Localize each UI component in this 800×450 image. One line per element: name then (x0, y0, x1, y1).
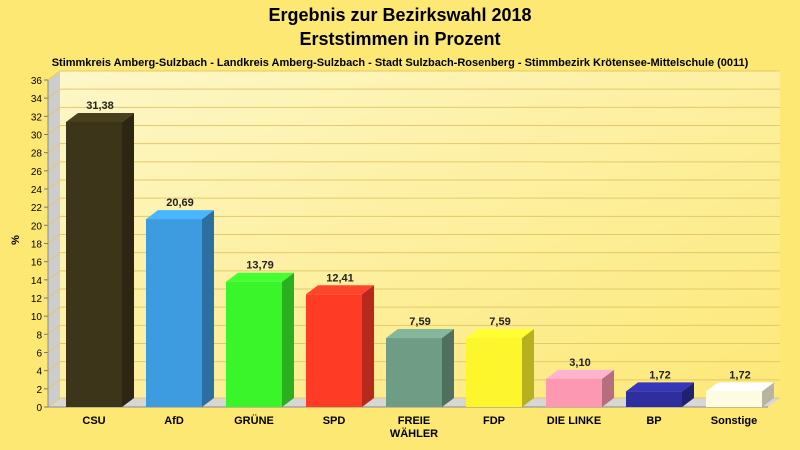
bar-sonstige (706, 391, 762, 407)
x-tick-label-freie-wähler: FREIE (398, 415, 430, 427)
y-tick-label: 0 (36, 403, 42, 414)
gridline (47, 215, 780, 226)
gridline (47, 324, 780, 335)
bar-grüne (226, 281, 282, 407)
y-tick-label: 4 (36, 367, 42, 378)
chart-title: Ergebnis zur Bezirkswahl 2018 (268, 5, 531, 25)
y-tick-label: 2 (36, 385, 42, 396)
bar-side-fdp (522, 329, 534, 407)
y-tick-label: 16 (31, 258, 43, 269)
bar-side-bp (682, 382, 694, 407)
bar-top-sonstige (706, 382, 774, 392)
x-tick-label-spd: SPD (323, 415, 346, 427)
bar-side-sonstige (762, 382, 774, 407)
bar-csu (66, 121, 122, 407)
value-label-csu: 31,38 (86, 100, 114, 112)
y-tick-label: 34 (31, 94, 43, 105)
y-tick-label: 24 (31, 185, 43, 196)
value-label-spd: 12,41 (326, 272, 354, 284)
gridline (47, 88, 780, 99)
y-tick-label: 8 (36, 330, 42, 341)
x-tick-label-afd: AfD (164, 415, 184, 427)
y-tick-label: 18 (31, 240, 43, 251)
x-tick-label-die-linke: DIE LINKE (547, 415, 601, 427)
bar-top-die-linke (546, 369, 614, 379)
bar-top-bp (626, 382, 694, 392)
gridline (47, 125, 780, 135)
value-label-die-linke: 3,10 (569, 357, 590, 369)
bar-top-fdp (466, 329, 534, 339)
y-tick-label: 10 (31, 312, 43, 323)
value-label-bp: 1,72 (649, 369, 670, 381)
gridline (47, 234, 780, 244)
y-tick-label: 26 (31, 167, 43, 178)
value-label-sonstige: 1,72 (729, 369, 750, 381)
bar-afd (146, 219, 202, 407)
bar-fdp (466, 338, 522, 407)
gridline (47, 343, 780, 353)
gridline (47, 70, 780, 81)
bar-side-spd (362, 285, 374, 407)
y-tick-label: 32 (31, 112, 43, 123)
bar-top-grüne (226, 272, 294, 282)
chart-caption: Stimmkreis Amberg-Sulzbach - Landkreis A… (52, 57, 749, 69)
x-tick-label-fdp: FDP (483, 415, 505, 427)
gridline (47, 143, 780, 154)
gridline (47, 361, 780, 372)
bar-side-freie-wähler (442, 329, 454, 407)
chart-subtitle: Erststimmen in Prozent (299, 29, 500, 49)
value-label-grüne: 13,79 (246, 260, 274, 272)
value-label-afd: 20,69 (166, 197, 194, 209)
gridline (47, 161, 780, 172)
bar-bp (626, 391, 682, 407)
bar-top-csu (66, 112, 134, 122)
x-tick-label-grüne: GRÜNE (234, 414, 274, 427)
gridline (47, 270, 780, 281)
bar-side-afd (202, 210, 214, 407)
y-tick-label: 20 (31, 221, 43, 232)
bar-side-grüne (282, 272, 294, 407)
gridline (47, 106, 780, 117)
gridline (47, 306, 780, 317)
gridline (47, 197, 780, 208)
y-tick-label: 12 (31, 294, 43, 305)
x-tick-label-freie-wähler: WÄHLER (390, 427, 438, 440)
y-tick-label: 14 (31, 276, 43, 287)
value-label-fdp: 7,59 (489, 316, 510, 328)
bar-freie-wähler (386, 338, 442, 407)
bar-top-afd (146, 210, 214, 220)
y-tick-label: 28 (31, 149, 43, 160)
value-label-freie-wähler: 7,59 (409, 316, 430, 328)
gridline (47, 379, 780, 390)
bar-die-linke (546, 378, 602, 407)
bar-side-die-linke (602, 369, 614, 407)
gridline (47, 288, 780, 299)
y-tick-label: 30 (31, 131, 43, 142)
y-axis-label: % (10, 235, 22, 245)
bar-top-spd (306, 285, 374, 295)
gridline (47, 397, 780, 408)
x-tick-label-bp: BP (646, 415, 661, 427)
x-tick-label-csu: CSU (82, 415, 105, 427)
plot-area: 02468101214161820222426283032343631,38CS… (31, 70, 780, 440)
bar-top-freie-wähler (386, 329, 454, 339)
bar-spd (306, 294, 362, 407)
y-tick-label: 6 (36, 349, 42, 360)
gridline (47, 252, 780, 263)
x-tick-label-sonstige: Sonstige (711, 415, 757, 427)
bar-side-csu (122, 112, 134, 407)
y-tick-label: 22 (31, 203, 43, 214)
y-tick-label: 36 (31, 76, 43, 87)
gridline (47, 179, 780, 190)
